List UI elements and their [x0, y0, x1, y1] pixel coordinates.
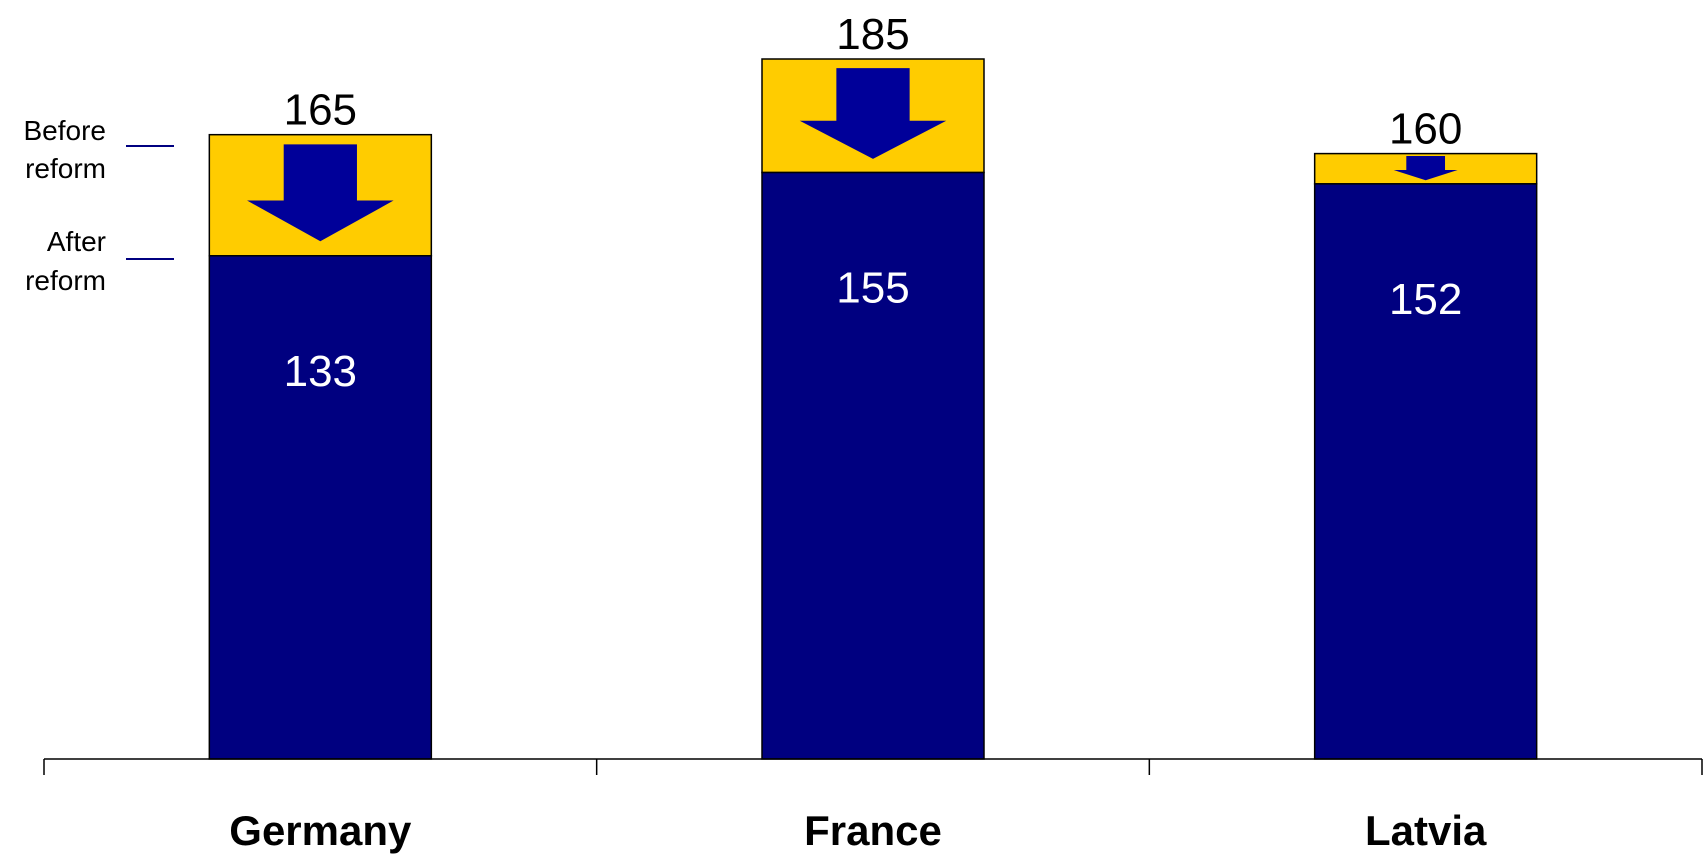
legend-after-line1: After: [47, 226, 106, 257]
legend-before-line1: Before: [24, 115, 107, 146]
down-arrow-icon: [1393, 156, 1458, 181]
category-label-germany: Germany: [229, 807, 412, 854]
bars: 165 133 185 155 160 152: [208, 10, 1538, 760]
x-axis: Germany France Latvia: [43, 758, 1703, 854]
legend: Before reform After reform: [24, 115, 174, 296]
value-label-before-germany: 165: [284, 86, 357, 135]
value-label-before-france: 185: [836, 10, 909, 59]
bar-after-germany: [208, 255, 433, 760]
value-label-after-germany: 133: [284, 347, 357, 396]
category-label-latvia: Latvia: [1365, 807, 1487, 854]
value-label-after-latvia: 152: [1389, 275, 1462, 324]
value-label-before-latvia: 160: [1389, 105, 1462, 154]
down-arrow-icon: [799, 68, 947, 159]
category-label-france: France: [804, 807, 942, 854]
bar-after-france: [761, 171, 985, 760]
down-arrow-icon: [247, 144, 394, 242]
legend-after-line2: reform: [25, 265, 106, 296]
value-label-after-france: 155: [836, 264, 909, 313]
bar-after-latvia: [1313, 183, 1538, 760]
legend-before-line2: reform: [25, 153, 106, 184]
